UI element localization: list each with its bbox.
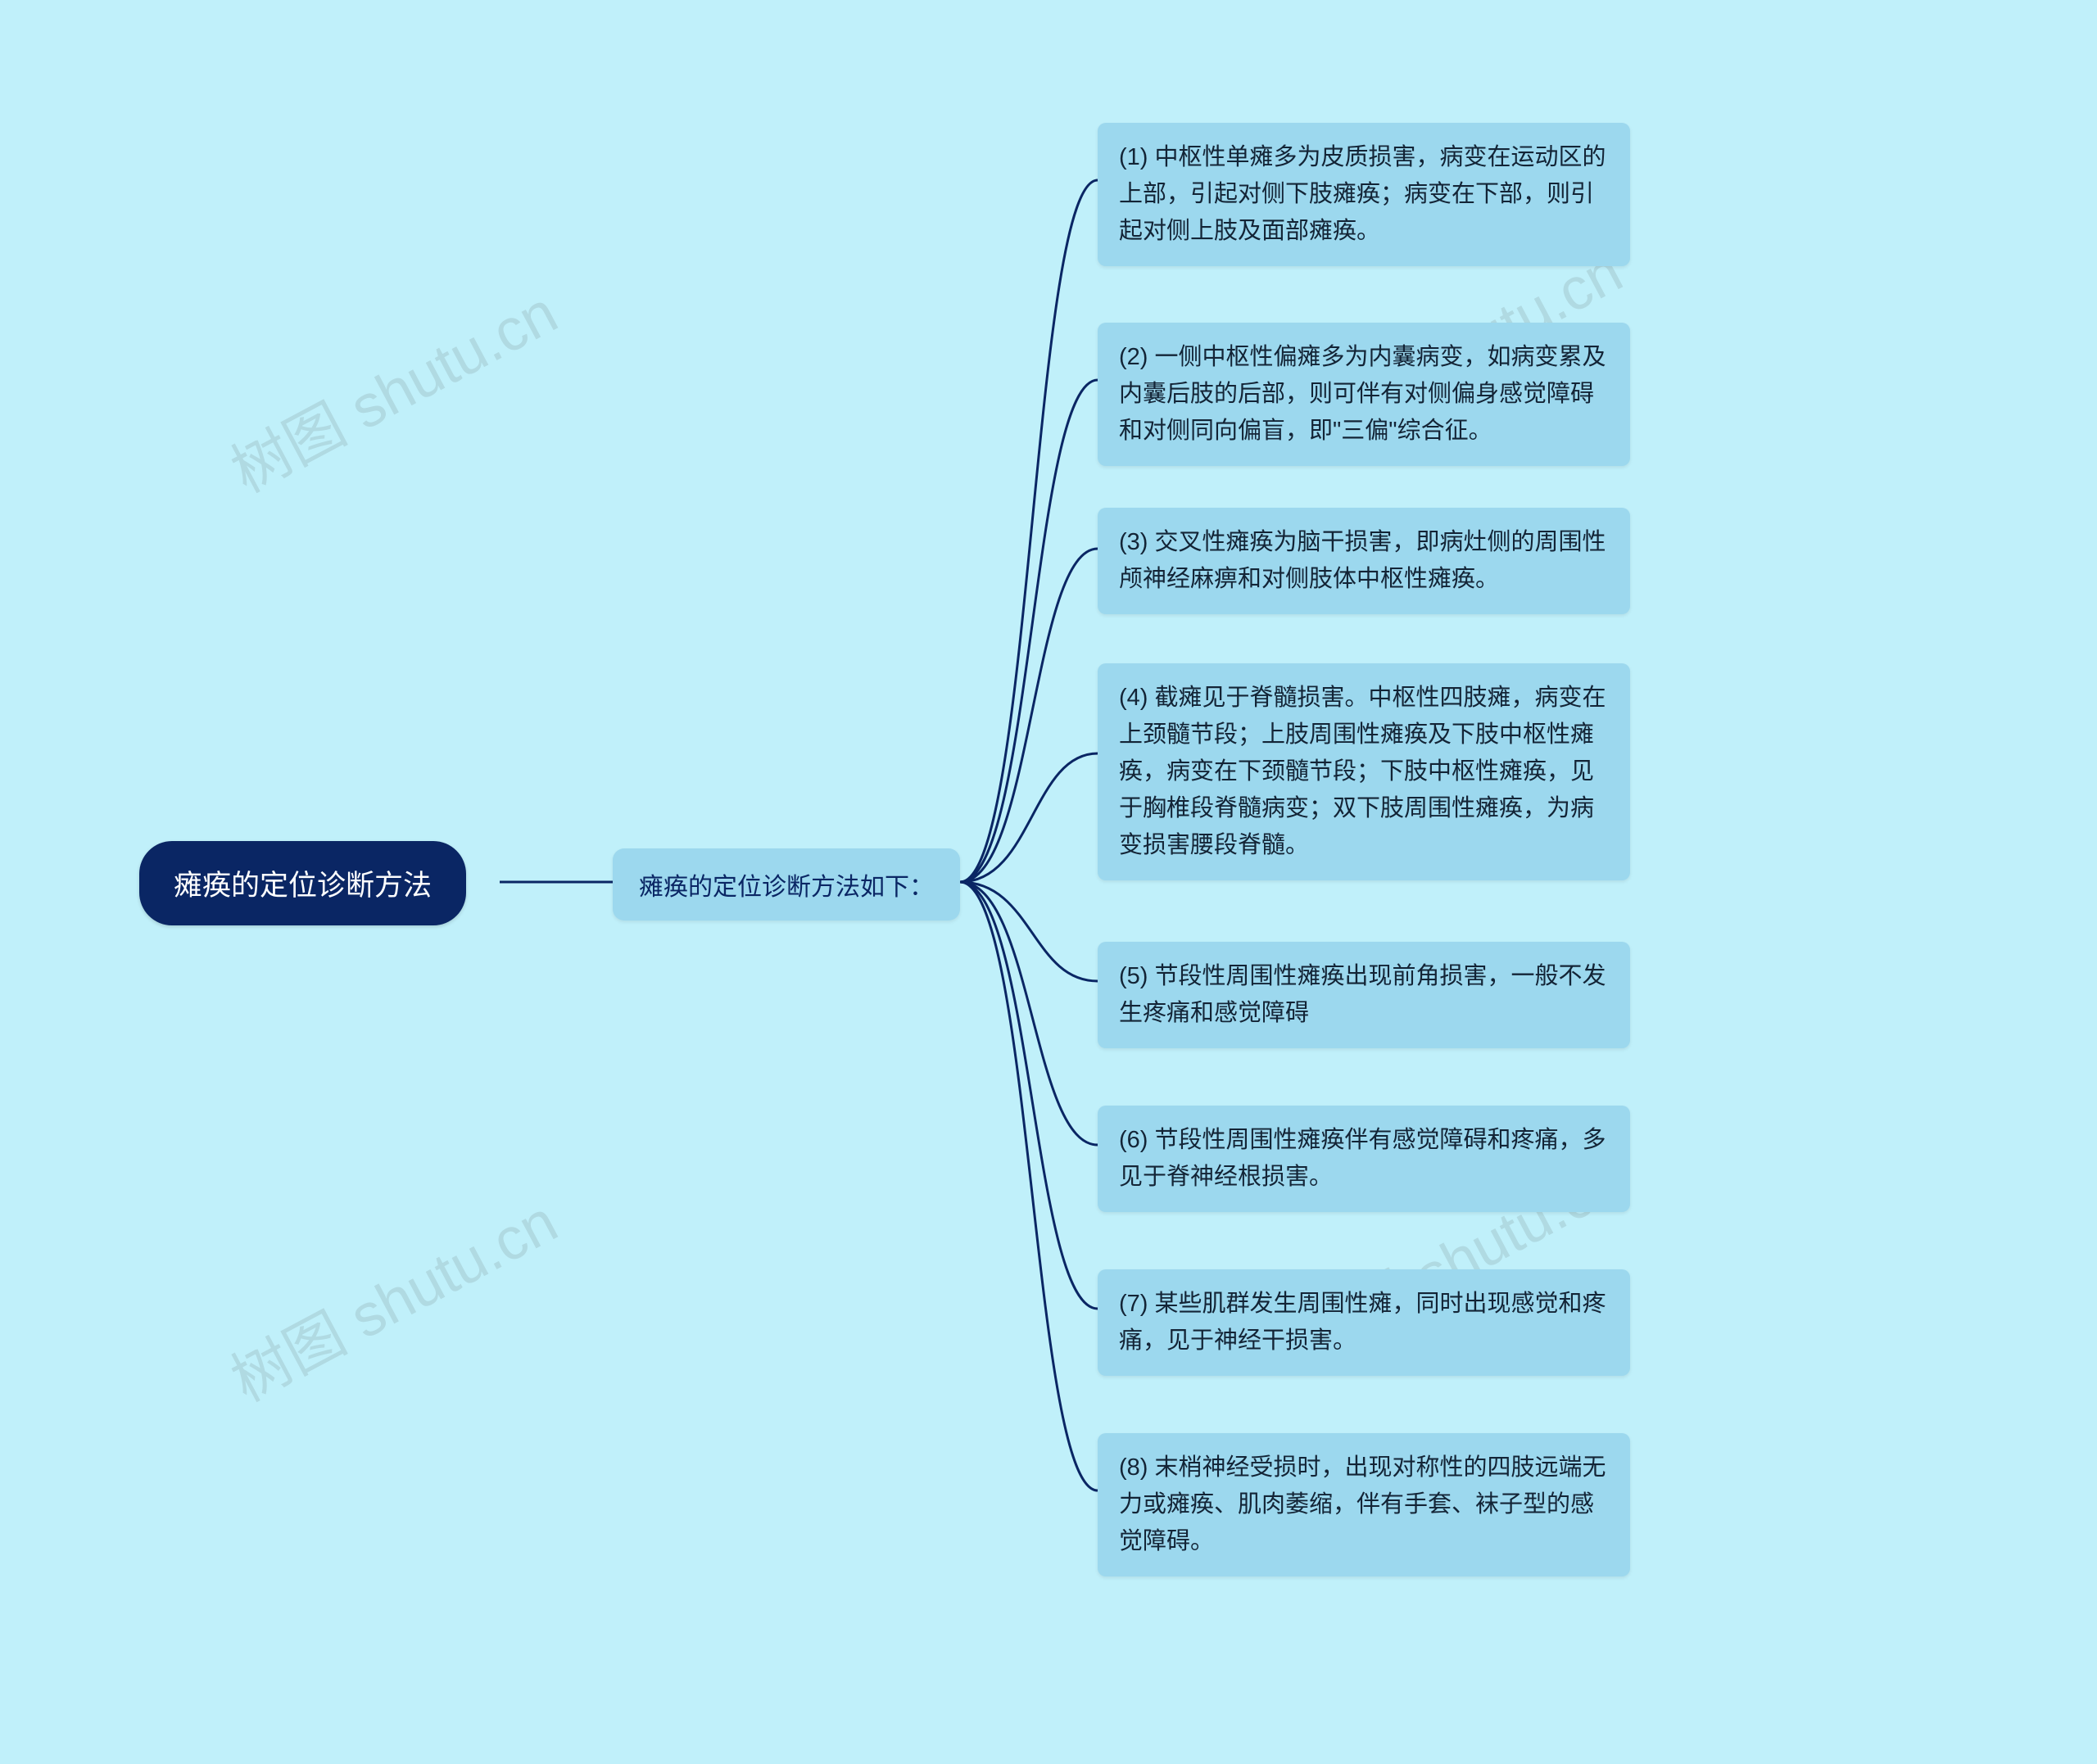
mindmap-leaf-2[interactable]: (2) 一侧中枢性偏瘫多为内囊病变，如病变累及内囊后肢的后部，则可伴有对侧偏身感… <box>1098 323 1630 466</box>
watermark: 树图 shutu.cn <box>214 265 569 509</box>
mindmap-leaf-3[interactable]: (3) 交叉性瘫痪为脑干损害，即病灶侧的周围性颅神经麻痹和对侧肢体中枢性瘫痪。 <box>1098 508 1630 614</box>
mindmap-leaf-1[interactable]: (1) 中枢性单瘫多为皮质损害，病变在运动区的上部，引起对侧下肢瘫痪；病变在下部… <box>1098 123 1630 266</box>
watermark: 树图 shutu.cn <box>214 1174 569 1418</box>
mindmap-leaf-8[interactable]: (8) 末梢神经受损时，出现对称性的四肢远端无力或瘫痪、肌肉萎缩，伴有手套、袜子… <box>1098 1433 1630 1576</box>
mindmap-leaf-7[interactable]: (7) 某些肌群发生周围性瘫，同时出现感觉和疼痛，见于神经干损害。 <box>1098 1269 1630 1376</box>
mindmap-branch[interactable]: 瘫痪的定位诊断方法如下： <box>613 848 960 920</box>
mindmap-leaf-5[interactable]: (5) 节段性周围性瘫痪出现前角损害，一般不发生疼痛和感觉障碍 <box>1098 942 1630 1048</box>
mindmap-root[interactable]: 瘫痪的定位诊断方法 <box>139 841 466 925</box>
mindmap-leaf-4[interactable]: (4) 截瘫见于脊髓损害。中枢性四肢瘫，病变在上颈髓节段；上肢周围性瘫痪及下肢中… <box>1098 663 1630 880</box>
mindmap-leaf-6[interactable]: (6) 节段性周围性瘫痪伴有感觉障碍和疼痛，多见于脊神经根损害。 <box>1098 1106 1630 1212</box>
